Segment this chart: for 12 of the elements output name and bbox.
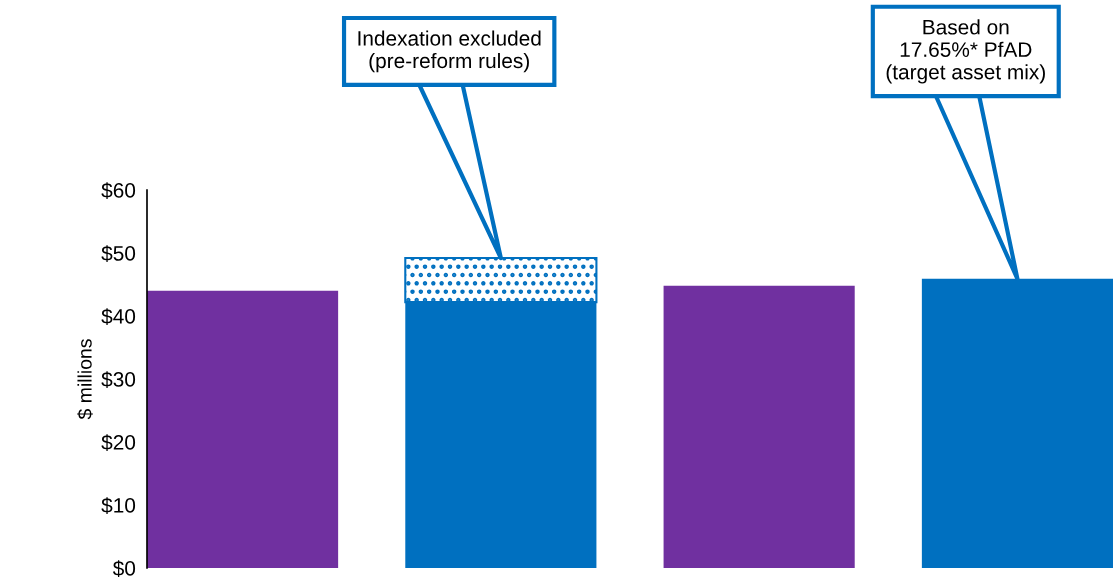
- y-tick-label: $20: [101, 434, 136, 451]
- bar: [663, 285, 855, 568]
- y-tick-label: $0: [112, 560, 136, 577]
- y-tick-label: $10: [101, 497, 136, 514]
- y-tick-label: $50: [101, 245, 136, 262]
- bar: [147, 290, 339, 568]
- y-tick-label: $30: [101, 371, 136, 388]
- text: Based on 17.65%* PfAD (target asset mix): [886, 19, 1045, 84]
- y-tick-label: $40: [101, 308, 136, 325]
- y-axis-title: $ millions: [77, 339, 93, 420]
- y-tick-label: $60: [101, 182, 136, 199]
- text: Indexation excluded (pre-reform rules): [358, 30, 541, 73]
